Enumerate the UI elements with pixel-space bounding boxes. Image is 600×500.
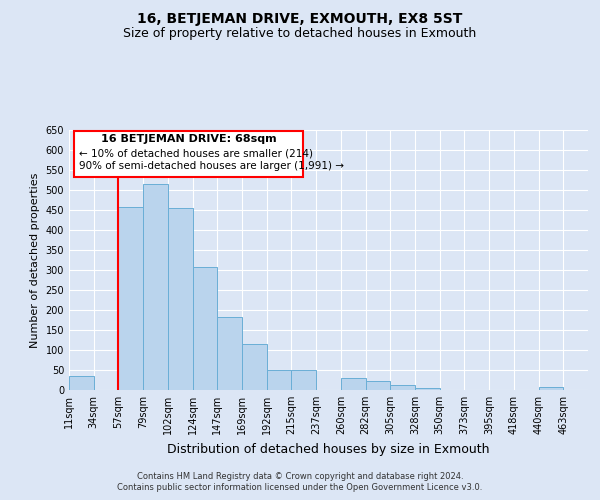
X-axis label: Distribution of detached houses by size in Exmouth: Distribution of detached houses by size … <box>167 442 490 456</box>
FancyBboxPatch shape <box>74 132 302 177</box>
Bar <box>168 208 193 390</box>
Bar <box>267 370 292 390</box>
Bar <box>390 385 415 390</box>
Text: Contains public sector information licensed under the Open Government Licence v3: Contains public sector information licen… <box>118 484 482 492</box>
Bar <box>217 317 242 390</box>
Text: 90% of semi-detached houses are larger (1,991) →: 90% of semi-detached houses are larger (… <box>79 161 344 171</box>
Bar <box>242 344 267 390</box>
Text: 16, BETJEMAN DRIVE, EXMOUTH, EX8 5ST: 16, BETJEMAN DRIVE, EXMOUTH, EX8 5ST <box>137 12 463 26</box>
Text: Contains HM Land Registry data © Crown copyright and database right 2024.: Contains HM Land Registry data © Crown c… <box>137 472 463 481</box>
Bar <box>118 207 143 390</box>
Bar <box>539 387 563 390</box>
Bar <box>365 381 390 390</box>
Text: ← 10% of detached houses are smaller (214): ← 10% of detached houses are smaller (21… <box>79 148 313 158</box>
Bar <box>292 370 316 390</box>
Bar <box>341 378 365 390</box>
Bar <box>143 184 168 390</box>
Text: 16 BETJEMAN DRIVE: 68sqm: 16 BETJEMAN DRIVE: 68sqm <box>101 134 276 144</box>
Bar <box>69 376 94 390</box>
Y-axis label: Number of detached properties: Number of detached properties <box>30 172 40 348</box>
Bar <box>193 267 217 390</box>
Bar <box>415 388 440 390</box>
Text: Size of property relative to detached houses in Exmouth: Size of property relative to detached ho… <box>124 28 476 40</box>
